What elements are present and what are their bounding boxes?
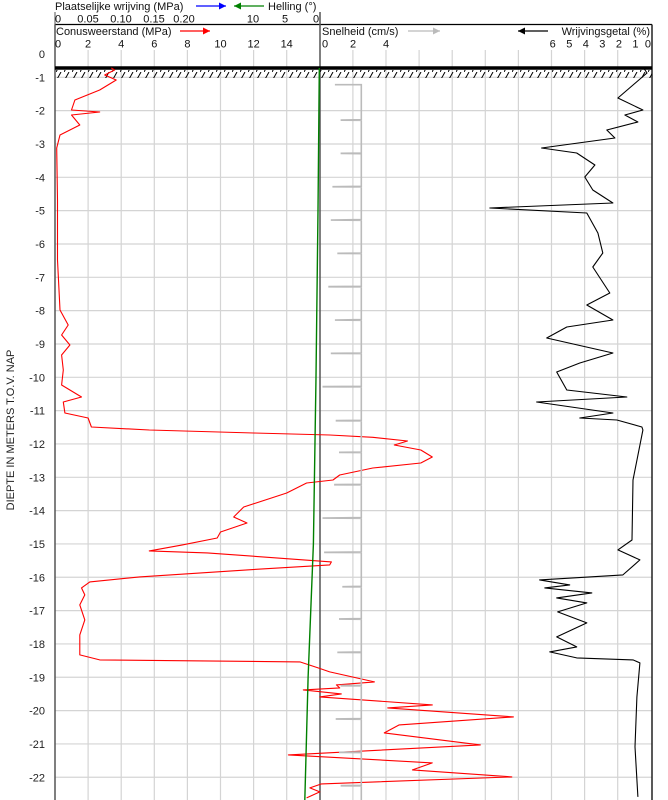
tick-label-conusweerstand: 14	[281, 39, 293, 51]
series-layer	[56, 67, 648, 800]
axis-header: Plaatselijke wrijving (MPa) Helling (°)0 0…	[55, 1, 651, 51]
tick-label-snelheid: 4	[383, 39, 389, 51]
tick-label-depth: -15	[29, 539, 45, 551]
tick-label-plaatselijke-wrijving: 0.05	[77, 14, 98, 26]
axis-label-snelheid: Snelheid (cm/s)	[322, 26, 398, 38]
tick-label-helling: 0	[313, 14, 319, 26]
arrow-plaatselijke-wrijving-head	[219, 2, 226, 10]
series-line-snelheid	[322, 83, 363, 800]
arrow-conusweerstand	[180, 27, 210, 35]
tick-label-plaatselijke-wrijving: 0	[55, 14, 61, 26]
tick-label-depth: 0	[39, 49, 45, 61]
tick-label-wrijvingsgetal: 6	[550, 39, 556, 51]
axis-label-wrijvingsgetal: Wrijvingsgetal (%)	[562, 26, 650, 38]
arrow-plaatselijke-wrijving	[196, 2, 226, 10]
tick-label-depth: -6	[35, 239, 45, 251]
tick-label-depth: -5	[35, 206, 45, 218]
arrow-wrijvingsgetal	[518, 27, 548, 35]
tick-label-depth: -20	[29, 706, 45, 718]
tick-label-helling: 5	[282, 14, 288, 26]
tick-label-depth: -3	[35, 139, 45, 151]
tick-label-depth: -4	[35, 172, 45, 184]
tick-label-snelheid: 2	[350, 39, 356, 51]
tick-label-wrijvingsgetal: 2	[616, 39, 622, 51]
tick-label-depth: -9	[35, 339, 45, 351]
tick-label-depth: -12	[29, 439, 45, 451]
tick-label-conusweerstand: 8	[184, 39, 190, 51]
arrow-conusweerstand-head	[203, 27, 210, 35]
tick-label-conusweerstand: 6	[151, 39, 157, 51]
tick-label-depth: -21	[29, 739, 45, 751]
tick-label-helling: 10	[247, 14, 259, 26]
tick-label-conusweerstand: 4	[118, 39, 124, 51]
tick-label-wrijvingsgetal: 5	[566, 39, 572, 51]
arrow-helling-head	[234, 2, 241, 10]
arrow-helling	[234, 2, 264, 10]
tick-label-depth: -11	[30, 406, 45, 418]
series-line-helling	[304, 67, 320, 800]
tick-label-depth: -10	[29, 372, 45, 384]
series-line-conusweerstand	[56, 67, 514, 799]
tick-label-depth: -22	[29, 772, 45, 784]
tick-label-depth: -2	[35, 106, 45, 118]
tick-label-depth: -14	[29, 506, 45, 518]
arrow-snelheid	[408, 27, 440, 35]
grid	[55, 50, 652, 800]
tick-label-depth: -18	[29, 639, 45, 651]
y-axis-label: DIEPTE IN METERS T.O.V. NAP	[5, 350, 17, 511]
tick-label-conusweerstand: 2	[85, 39, 91, 51]
tick-label-depth: -17	[29, 606, 45, 618]
tick-label-wrijvingsgetal: 1	[632, 39, 638, 51]
ground-hatch	[55, 70, 652, 78]
tick-label-wrijvingsgetal: 0	[645, 39, 651, 51]
tick-label-depth: -19	[29, 672, 45, 684]
axis-label-plaatselijke-wrijving: Plaatselijke wrijving (MPa)	[55, 1, 183, 13]
tick-label-conusweerstand: 12	[247, 39, 259, 51]
tick-label-plaatselijke-wrijving: 0.10	[110, 14, 131, 26]
tick-label-depth: -16	[29, 572, 45, 584]
tick-label-depth: -7	[35, 272, 45, 284]
axis-label-helling: Helling (°)	[268, 1, 316, 13]
tick-label-conusweerstand: 0	[55, 39, 61, 51]
tick-label-depth: -8	[35, 306, 45, 318]
axis-label-conusweerstand: Conusweerstand (MPa)	[56, 26, 172, 38]
depth-labels: 0 -1 -2 -3 -4 -5 -6 -7 -8 -9 -10 -11 -12 -13 -14 -15 -16…	[5, 49, 45, 784]
tick-label-plaatselijke-wrijving: 0.15	[143, 14, 164, 26]
tick-label-conusweerstand: 10	[214, 39, 226, 51]
tick-label-depth: -1	[35, 72, 45, 84]
tick-label-wrijvingsgetal: 3	[599, 39, 605, 51]
tick-label-depth: -13	[29, 472, 45, 484]
tick-label-snelheid: 0	[322, 39, 328, 51]
arrow-wrijvingsgetal-head	[518, 27, 525, 35]
series-line-wrijvingsgetal	[489, 67, 648, 797]
arrow-snelheid-head	[433, 27, 440, 35]
tick-label-plaatselijke-wrijving: 0.20	[173, 14, 194, 26]
tick-label-wrijvingsgetal: 4	[583, 39, 589, 51]
